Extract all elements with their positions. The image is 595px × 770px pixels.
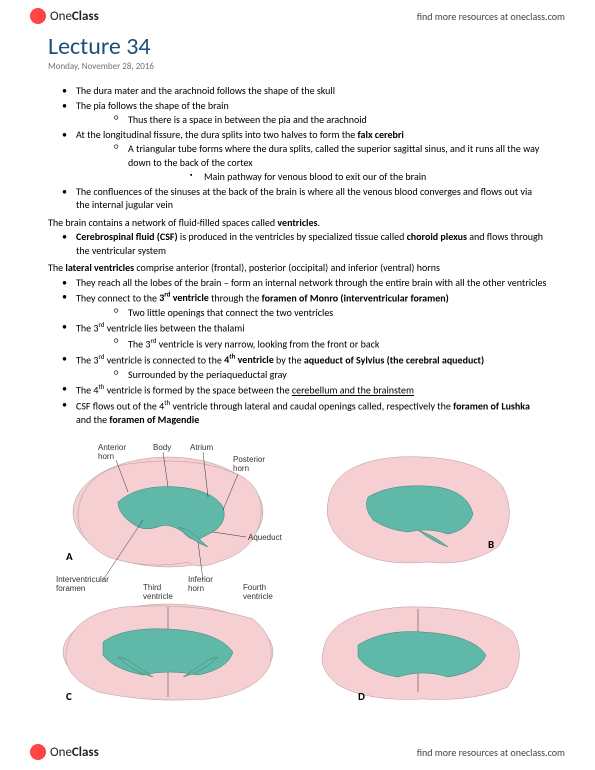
sub-list: Main pathway for venous blood to exit ou… [128,170,547,184]
sub-list: A triangular tube forms where the dura s… [76,142,547,184]
lecture-title: Lecture 34 [48,32,547,61]
panel-a: Anteriorhorn Body Atrium Posteriorhorn A… [66,443,283,567]
list-item: Thus there is a space in between the pia… [128,113,547,127]
panel-letter-b: B [488,538,494,551]
brain-svg: Anteriorhorn Body Atrium Posteriorhorn A… [48,432,546,712]
logo-footer: OneClass [30,744,99,760]
list-item: At the longitudinal fissure, the dura sp… [76,128,547,142]
logo-icon [30,744,46,760]
list-item: The confluences of the sinuses at the ba… [76,185,547,212]
label-body: Body [153,443,171,452]
footer-link[interactable]: find more resources at oneclass.com [417,746,565,759]
list-item: Two little openings that connect the two… [128,306,547,320]
panel-letter-a: A [66,550,73,563]
list-item: Surrounded by the periaqueductal gray [128,368,547,382]
list-item: CSF flows out of the 4th ventricle throu… [76,398,547,426]
sub-list: Surrounded by the periaqueductal gray [76,368,547,382]
page-header: OneClass find more resources at oneclass… [0,0,595,28]
panel-c: C [63,604,273,703]
logo: OneClass [30,8,99,24]
panel-d: D [322,607,519,703]
panel-letter-c: C [66,690,72,703]
logo-text: OneClass [50,745,99,760]
list-item: The 3rd ventricle is very narrow, lookin… [128,336,547,351]
sub-list: Two little openings that connect the two… [76,306,547,320]
list-item: A triangular tube forms where the dura s… [128,142,547,169]
list-item: The 3rd ventricle lies between the thala… [76,320,547,335]
list-item: The 4th ventricle is formed by the space… [76,382,547,397]
list-item: The pia follows the shape of the brain [76,99,547,113]
paragraph-ventricles: The brain contains a network of fluid-fi… [48,216,547,230]
list-item: The dura mater and the arachnoid follows… [76,84,547,98]
label-interventricular: Interventricularforamen [56,575,109,593]
paragraph-lateral-ventricles: The lateral ventricles comprise anterior… [48,261,547,275]
label-atrium: Atrium [190,443,213,452]
bullet-list-3: They reach all the lobes of the brain – … [48,276,547,427]
panel-letter-d: D [358,690,365,703]
list-item: They reach all the lobes of the brain – … [76,276,547,290]
list-item: Cerebrospinal fluid (CSF) is produced in… [76,230,547,257]
header-link[interactable]: find more resources at oneclass.com [417,10,565,23]
logo-icon [30,8,46,24]
bullet-list-2: Cerebrospinal fluid (CSF) is produced in… [48,230,547,257]
panel-b: B [327,457,509,563]
sub-list: Thus there is a space in between the pia… [76,113,547,127]
sub-list: The 3rd ventricle is very narrow, lookin… [76,336,547,351]
label-fourth-ventricle: Fourthventricle [243,583,273,601]
lecture-date: Monday, November 28, 2016 [48,61,547,72]
document-content: Lecture 34 Monday, November 28, 2016 The… [0,28,595,712]
list-item: Main pathway for venous blood to exit ou… [204,170,547,184]
page-footer: OneClass find more resources at oneclass… [0,740,595,764]
list-item: The 3rd ventricle is connected to the 4t… [76,352,547,367]
label-inferior-horn: Inferiorhorn [188,575,213,593]
brain-diagram: Anteriorhorn Body Atrium Posteriorhorn A… [48,432,546,712]
bullet-list-1: The dura mater and the arachnoid follows… [48,84,547,212]
list-item: They connect to the 3rd ventricle throug… [76,290,547,305]
label-aqueduct: Aqueduct [248,533,283,542]
logo-text: OneClass [50,9,99,24]
label-posterior-horn: Posteriorhorn [233,455,265,473]
label-anterior-horn: Anteriorhorn [98,443,126,461]
label-third-ventricle: Thirdventricle [143,583,173,601]
